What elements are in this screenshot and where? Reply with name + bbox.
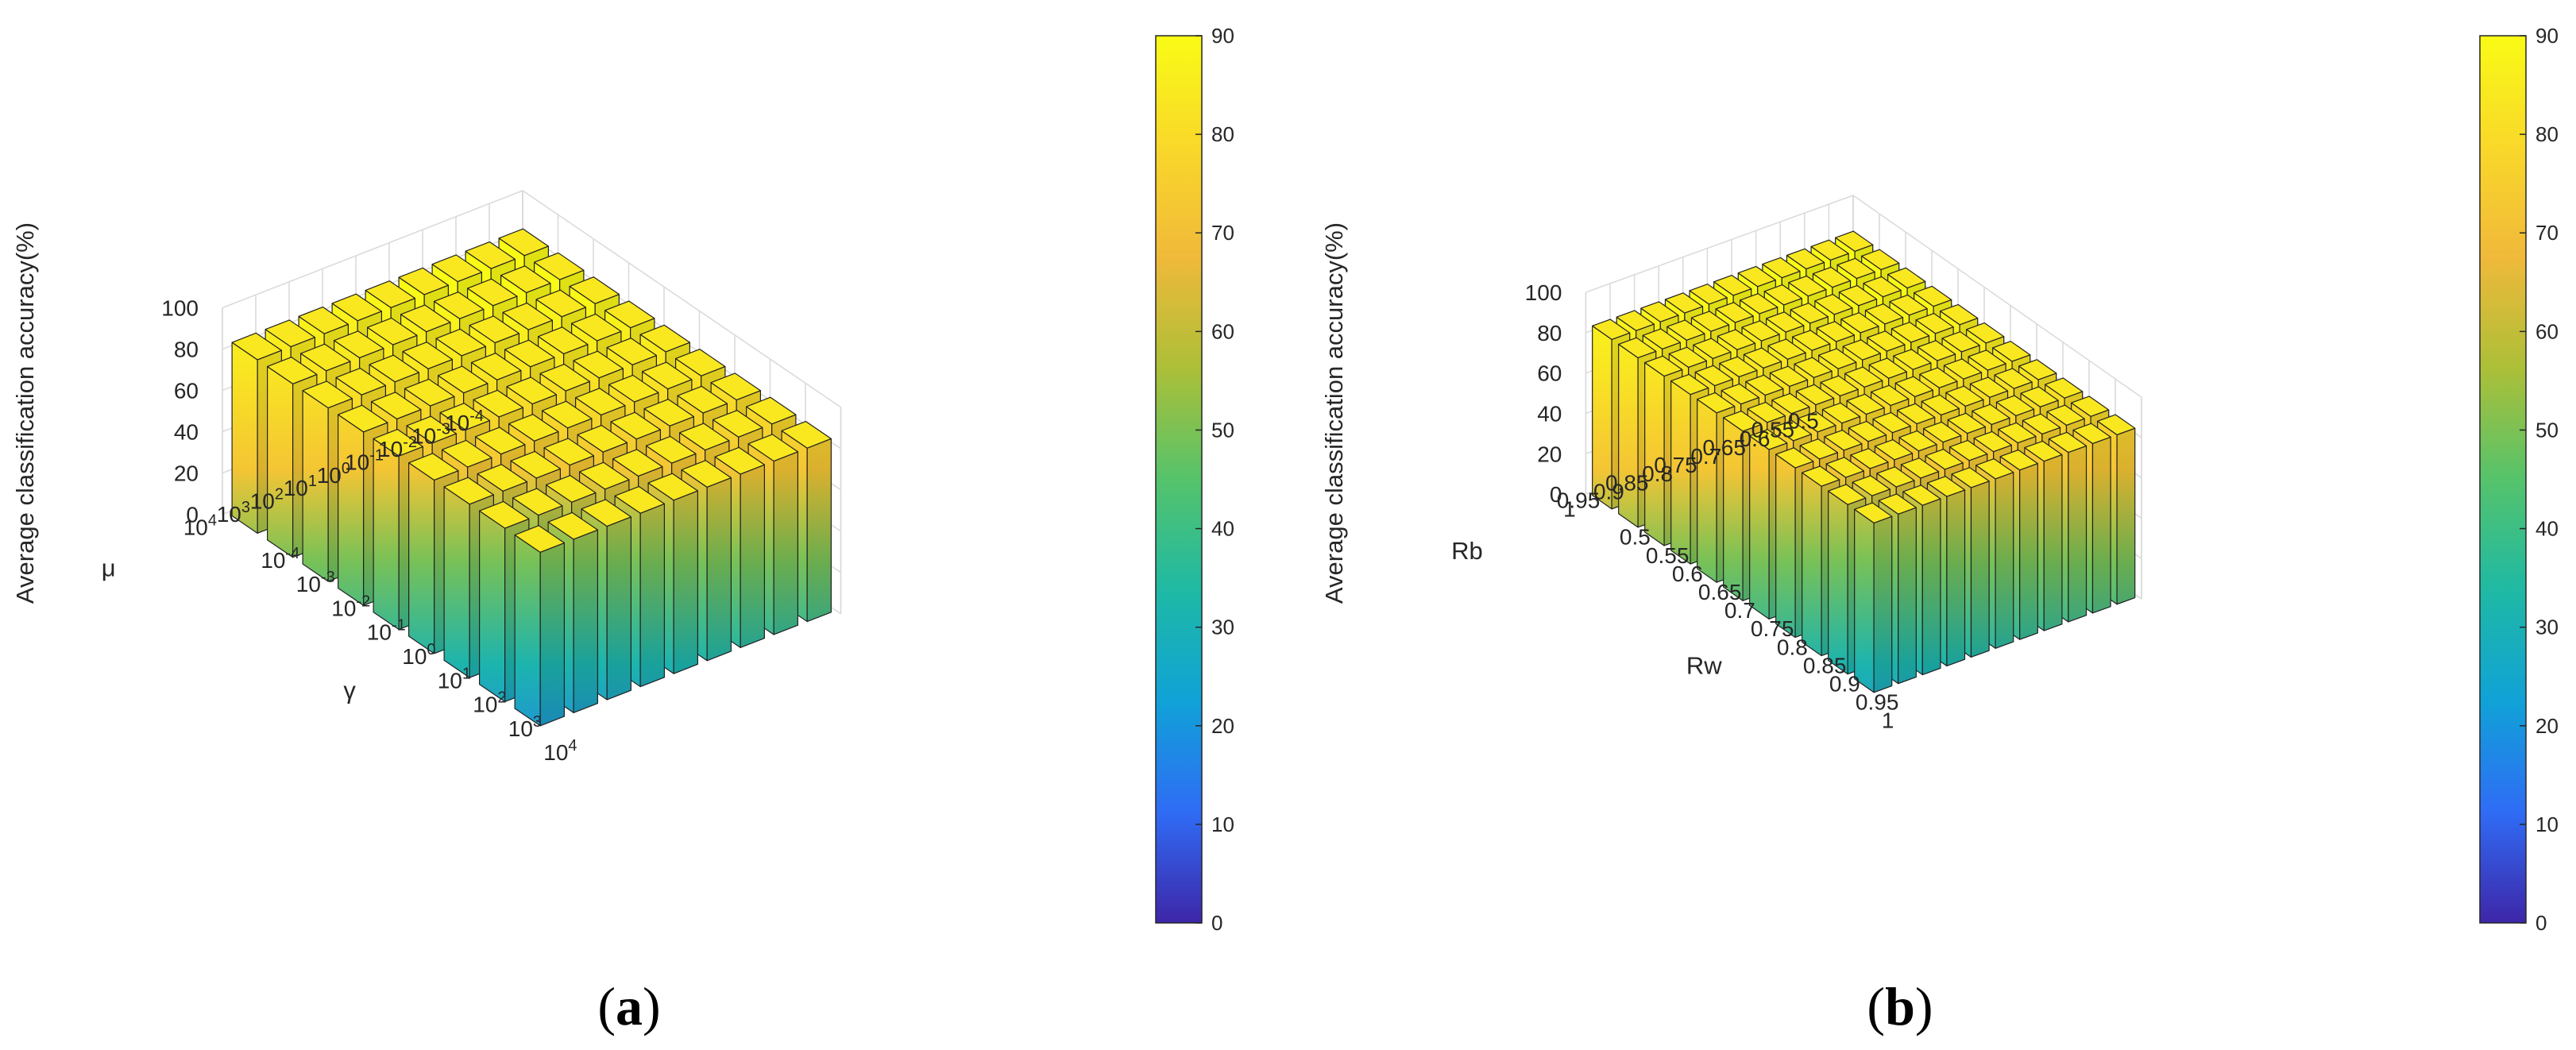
y-tick-label: 0.75	[1654, 453, 1697, 477]
z-tick-label: 80	[174, 338, 199, 362]
x-tick-label: 0.8	[1777, 635, 1808, 659]
y-tick-label: 0.55	[1751, 418, 1795, 442]
z-tick-label: 0	[186, 503, 199, 527]
y-tick-label: 102	[250, 486, 284, 514]
colorbar-tick-label: 90	[2535, 24, 2559, 48]
z-tick-label: 20	[1537, 442, 1562, 466]
z-tick-label: 100	[161, 296, 199, 321]
z-tick-label: 100	[1525, 280, 1562, 305]
bar	[747, 434, 798, 635]
z-tick-label: 0	[1550, 482, 1562, 507]
x-tick-labels: 0.50.550.60.650.70.750.80.850.90.951	[1620, 525, 1898, 733]
colorbar-tick-label: 60	[2535, 319, 2559, 343]
y-tick-label: 0.8	[1642, 461, 1673, 486]
x-tick-label: 0.7	[1724, 598, 1755, 623]
bars	[1592, 230, 2136, 693]
x-tick-label: 0.6	[1672, 562, 1703, 586]
y-tick-labels: 0.50.550.60.650.70.750.80.850.90.951	[1557, 409, 1819, 522]
x-tick-label: 0.9	[1829, 671, 1860, 696]
y-tick-label: 101	[284, 473, 317, 500]
colorbar-tick-label: 30	[2535, 616, 2559, 639]
y-tick-label: 0.5	[1788, 409, 1819, 434]
colorbar-tick-label: 0	[2535, 911, 2547, 935]
colorbar-tick-label: 20	[1211, 714, 1234, 738]
y-tick-label: 0.85	[1605, 470, 1649, 495]
colorbar-tick-label: 70	[1211, 221, 1234, 245]
colorbar-tick-label: 30	[1211, 616, 1234, 639]
y-axis-title: Rb	[1451, 537, 1483, 565]
y-tick-label: 10-2	[378, 434, 417, 461]
colorbar-tick-label: 50	[1211, 418, 1234, 442]
x-tick-label: 103	[508, 713, 542, 741]
colorbar-tick-label: 80	[2535, 122, 2559, 146]
bars	[231, 228, 832, 727]
y-tick-label: 0.65	[1702, 435, 1746, 460]
colorbar-tick-label: 20	[2535, 714, 2559, 738]
z-axis-title: Average classification accuracy(%)	[11, 222, 39, 604]
x-tick-label: 10-4	[261, 545, 299, 573]
x-tick-label: 100	[402, 641, 435, 669]
x-tick-label: 0.75	[1751, 616, 1794, 641]
colorbar-tick-label: 70	[2535, 221, 2559, 245]
x-axis-title: γ	[343, 676, 356, 704]
y-tick-label: 0.6	[1740, 427, 1771, 451]
z-tick-label: 80	[1537, 321, 1562, 345]
colorbar-scale	[2479, 35, 2527, 924]
colorbar-tick-label: 10	[1211, 813, 1234, 836]
x-tick-label: 10-3	[296, 569, 335, 596]
y-tick-label: 0.9	[1593, 479, 1624, 504]
y-tick-label: 103	[217, 499, 250, 527]
z-axis-title: Average classification accuracy(%)	[1320, 222, 1348, 604]
x-tick-label: 1	[1882, 708, 1894, 733]
x-tick-label: 0.55	[1646, 543, 1690, 568]
z-tick-label: 60	[1537, 361, 1562, 386]
y-tick-label: 0.95	[1557, 488, 1601, 512]
x-tick-label: 0.95	[1856, 690, 1899, 715]
x-tick-label: 101	[438, 665, 471, 693]
x-tick-label: 10-1	[367, 617, 406, 645]
z-tick-labels: 0 20 40 60 80 100	[161, 296, 199, 527]
x-tick-label: 0.85	[1803, 653, 1847, 677]
colorbar-tick-label: 90	[1211, 24, 1234, 48]
x-tick-label: 0.65	[1698, 580, 1742, 604]
colorbar-tick-label: 40	[1211, 517, 1234, 541]
y-tick-label: 100	[317, 460, 350, 488]
bar	[514, 525, 565, 727]
colorbar-tick-label: 0	[1211, 911, 1222, 935]
x-axis-title: Rw	[1686, 651, 1722, 679]
y-tick-label: 1	[1563, 497, 1576, 522]
colorbar: 0 10 20 30 40 50 60 70 80 90	[2479, 24, 2559, 935]
panel-caption: (b)	[1867, 976, 1933, 1036]
z-tick-label: 20	[174, 461, 199, 486]
x-tick-label: 0.5	[1620, 525, 1651, 550]
y-tick-label: 104	[183, 511, 217, 539]
colorbar-tick-label: 40	[2535, 517, 2559, 541]
y-tick-label: 10-4	[445, 407, 484, 435]
colorbar-tick-label: 80	[1211, 122, 1234, 146]
colorbar-tick-label: 50	[2535, 418, 2559, 442]
x-tick-label: 10-2	[331, 593, 370, 620]
colorbar: 0 10 20 30 40 50 60 70 80 90	[1155, 24, 1234, 935]
colorbar-scale	[1155, 35, 1203, 924]
y-tick-label: 0.7	[1690, 444, 1721, 469]
colorbar-tick-label: 10	[2535, 813, 2559, 836]
z-tick-label: 40	[174, 420, 199, 445]
z-tick-labels: 0 20 40 60 80 100	[1525, 280, 1562, 507]
y-tick-label: 10-3	[411, 421, 450, 449]
x-tick-label: 104	[543, 737, 577, 765]
y-tick-label: 10-1	[345, 446, 384, 474]
colorbar-tick-label: 60	[1211, 319, 1234, 343]
z-tick-label: 40	[1537, 402, 1562, 427]
bar	[1854, 502, 1893, 693]
y-axis-title: μ	[102, 554, 116, 581]
panel-caption: (a)	[597, 976, 660, 1036]
z-tick-label: 60	[174, 379, 199, 403]
x-tick-label: 102	[473, 689, 506, 717]
